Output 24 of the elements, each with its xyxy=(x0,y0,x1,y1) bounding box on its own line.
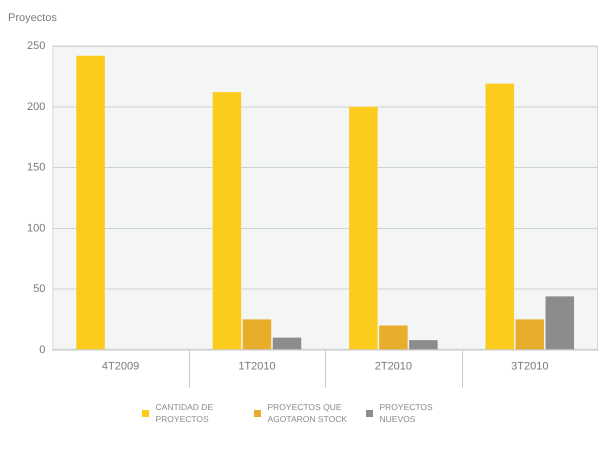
bar xyxy=(242,319,272,350)
bar xyxy=(379,325,408,350)
bar xyxy=(349,106,378,350)
bar xyxy=(516,319,544,350)
x-tick-label: 1T2010 xyxy=(238,360,276,372)
bar xyxy=(272,338,302,350)
y-tick-label: 50 xyxy=(33,283,46,296)
x-tick-label: 4T2009 xyxy=(102,360,140,372)
y-axis-title: Proyectos xyxy=(8,12,58,24)
legend-label: CANTIDAD DE PROYECTOS xyxy=(156,401,214,425)
bar xyxy=(76,56,105,350)
y-tick-label: 250 xyxy=(26,40,46,52)
bar xyxy=(212,92,242,350)
y-tick-label: 200 xyxy=(26,100,46,113)
legend-label: PROYECTOS NUEVOS xyxy=(380,401,434,425)
bar xyxy=(486,84,514,350)
y-tick-label: 0 xyxy=(39,344,46,356)
y-tick-label: 100 xyxy=(26,222,46,234)
y-tick-label: 150 xyxy=(26,162,46,174)
legend-label: PROYECTOS QUE AGOTARON STOCK xyxy=(268,401,348,425)
bar xyxy=(546,296,574,350)
x-tick-label: 3T2010 xyxy=(511,360,548,372)
x-tick-label: 2T2010 xyxy=(374,360,412,372)
bar xyxy=(409,340,438,350)
